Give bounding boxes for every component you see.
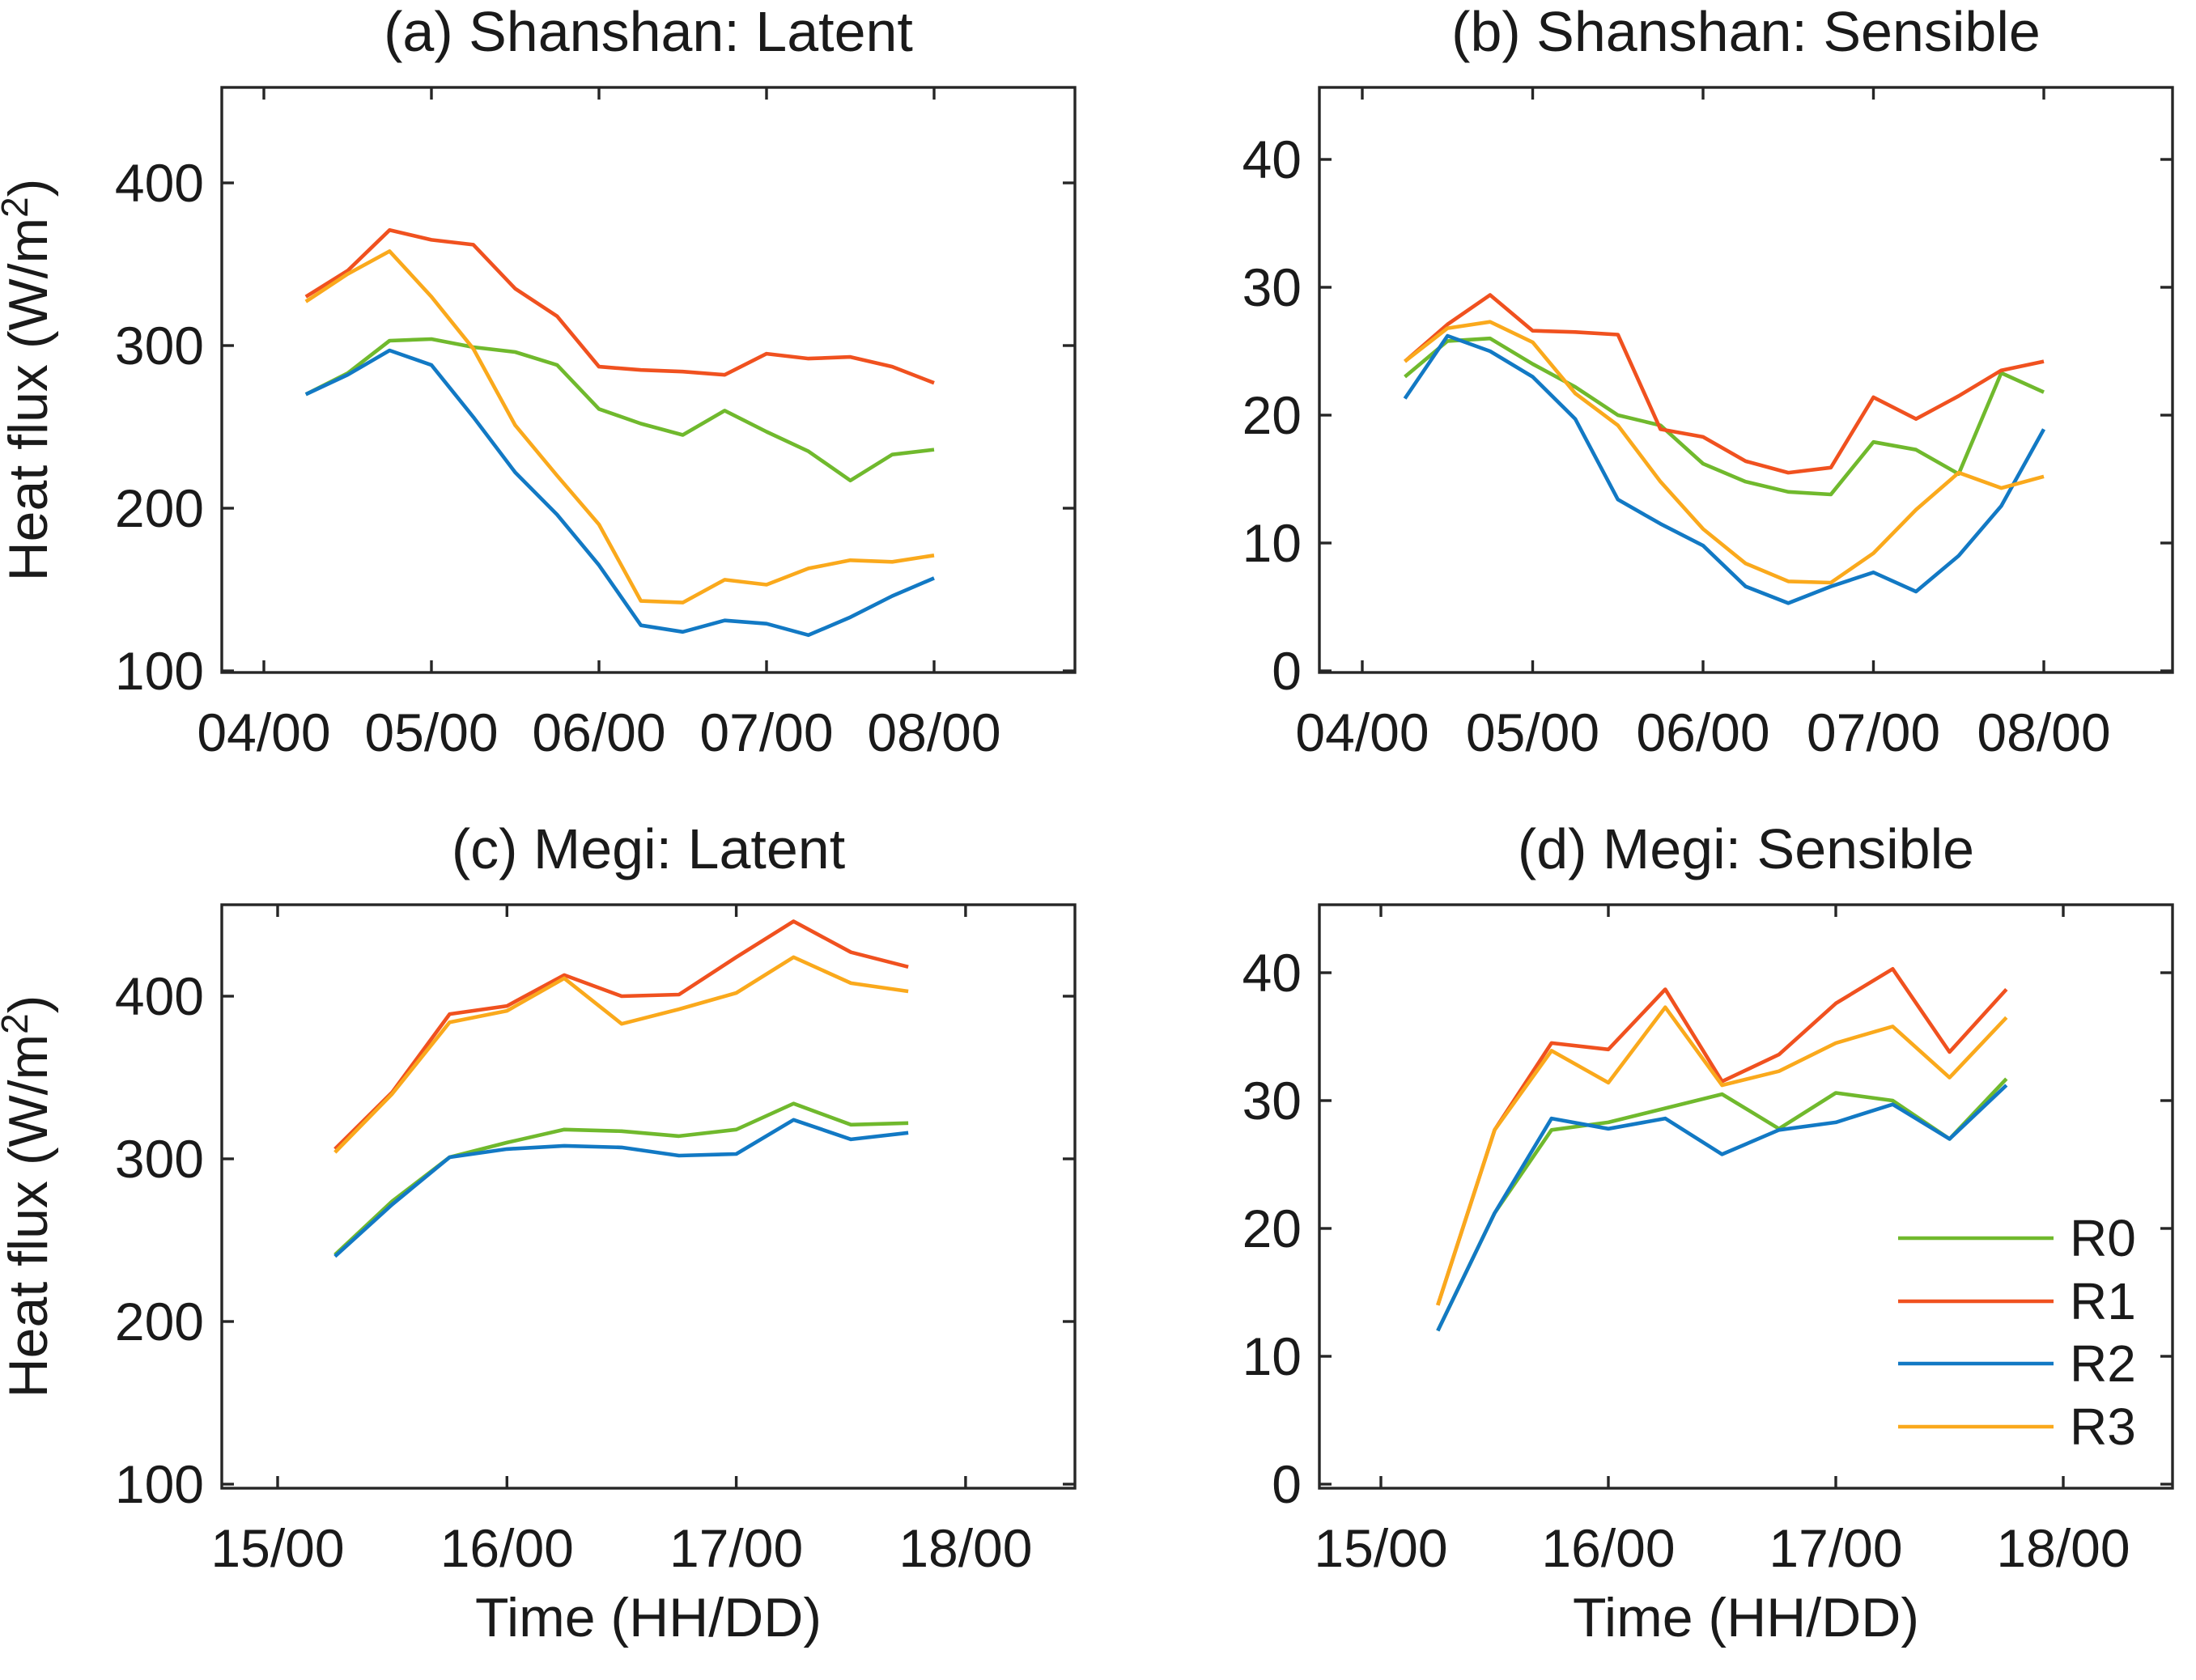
panel-a-title: (a) Shanshan: Latent <box>384 0 913 63</box>
axes-box <box>1318 903 2174 1490</box>
panel-b-title: (b) Shanshan: Sensible <box>1451 0 2041 63</box>
y-tick-label: 20 <box>1242 1198 1302 1258</box>
x-tick-label: 17/00 <box>669 1518 803 1578</box>
legend-label-R0: R0 <box>2070 1209 2136 1267</box>
legend-label-R3: R3 <box>2070 1398 2136 1456</box>
x-axis-label: Time (HH/DD) <box>475 1587 822 1648</box>
series-R2-line <box>304 348 935 638</box>
series-R1-line <box>1436 967 2008 1306</box>
y-tick-label: 300 <box>115 1129 204 1189</box>
x-tick-label: 04/00 <box>1295 702 1429 762</box>
series-R1-line <box>333 919 909 1151</box>
y-tick-label: 400 <box>115 153 204 213</box>
y-tick-label: 10 <box>1242 513 1302 573</box>
panel-c-title: (c) Megi: Latent <box>452 817 845 880</box>
x-tick-label: 08/00 <box>867 702 1000 762</box>
y-tick-label: 0 <box>1272 641 1302 701</box>
x-tick-label: 07/00 <box>1807 702 1940 762</box>
x-tick-label: 18/00 <box>1996 1518 2130 1578</box>
series-R3-line <box>1404 320 2045 585</box>
series-R0-line <box>1404 336 2045 497</box>
x-tick-label: 18/00 <box>898 1518 1032 1578</box>
legend-label-R1: R1 <box>2070 1272 2136 1330</box>
series-R2-line <box>1436 1084 2008 1332</box>
series-R2-line <box>1403 333 2046 605</box>
panel-d: (d) Megi: Sensible 15/00 16/00 17/00 18/00 0 1… <box>1242 817 2174 1648</box>
axes-box <box>220 86 1077 674</box>
x-axis-label: Time (HH/DD) <box>1573 1587 1919 1648</box>
panel-c: (c) Megi: Latent 15/00 16/00 17/00 18/00 100 2… <box>0 817 1077 1648</box>
series-R2-line <box>333 1118 909 1258</box>
x-tick-label: 16/00 <box>440 1518 574 1578</box>
x-tick-label: 16/00 <box>1541 1518 1675 1578</box>
series-R0-line <box>304 337 935 483</box>
x-tick-label: 05/00 <box>364 702 498 762</box>
y-tick-label: 30 <box>1242 1071 1302 1131</box>
series-R1-line <box>304 227 935 385</box>
series-R3-line <box>304 249 935 605</box>
x-tick-label: 06/00 <box>1636 702 1769 762</box>
y-tick-label: 400 <box>115 966 204 1026</box>
y-tick-label: 0 <box>1272 1454 1302 1514</box>
y-tick-label: 100 <box>115 1454 204 1514</box>
y-tick-label: 300 <box>115 316 204 375</box>
axes-box <box>1318 86 2174 674</box>
series-R1-line <box>1404 293 2045 475</box>
y-tick-label: 100 <box>115 641 204 701</box>
panel-b: (b) Shanshan: Sensible 04/00 05/00 06/00 07/… <box>1242 0 2174 762</box>
panel-d-title: (d) Megi: Sensible <box>1518 817 1974 880</box>
series-R3-line <box>1436 1005 2008 1306</box>
x-tick-label: 15/00 <box>1314 1518 1447 1578</box>
x-tick-label: 06/00 <box>532 702 665 762</box>
y-axis-label: Heat flux (W/m2) <box>0 179 59 582</box>
x-tick-label: 05/00 <box>1466 702 1599 762</box>
x-tick-label: 17/00 <box>1769 1518 1902 1578</box>
series-R3-line <box>333 955 909 1154</box>
x-tick-label: 15/00 <box>210 1518 344 1578</box>
legend-label-R2: R2 <box>2070 1334 2136 1393</box>
y-axis-label: Heat flux (W/m2) <box>0 995 59 1398</box>
x-tick-label: 08/00 <box>1977 702 2110 762</box>
x-tick-label: 04/00 <box>197 702 330 762</box>
series-R0-line <box>1436 1077 2008 1332</box>
y-tick-label: 40 <box>1242 943 1302 1003</box>
y-tick-label: 10 <box>1242 1326 1302 1386</box>
axes-box <box>220 903 1077 1490</box>
y-tick-label: 20 <box>1242 385 1302 445</box>
y-tick-label: 40 <box>1242 129 1302 189</box>
x-tick-label: 07/00 <box>699 702 833 762</box>
y-tick-label: 30 <box>1242 257 1302 317</box>
y-tick-label: 200 <box>115 478 204 538</box>
y-tick-label: 200 <box>115 1292 204 1351</box>
panel-a: (a) Shanshan: Latent 04/00 05/00 06/00 07/00… <box>0 0 1077 762</box>
